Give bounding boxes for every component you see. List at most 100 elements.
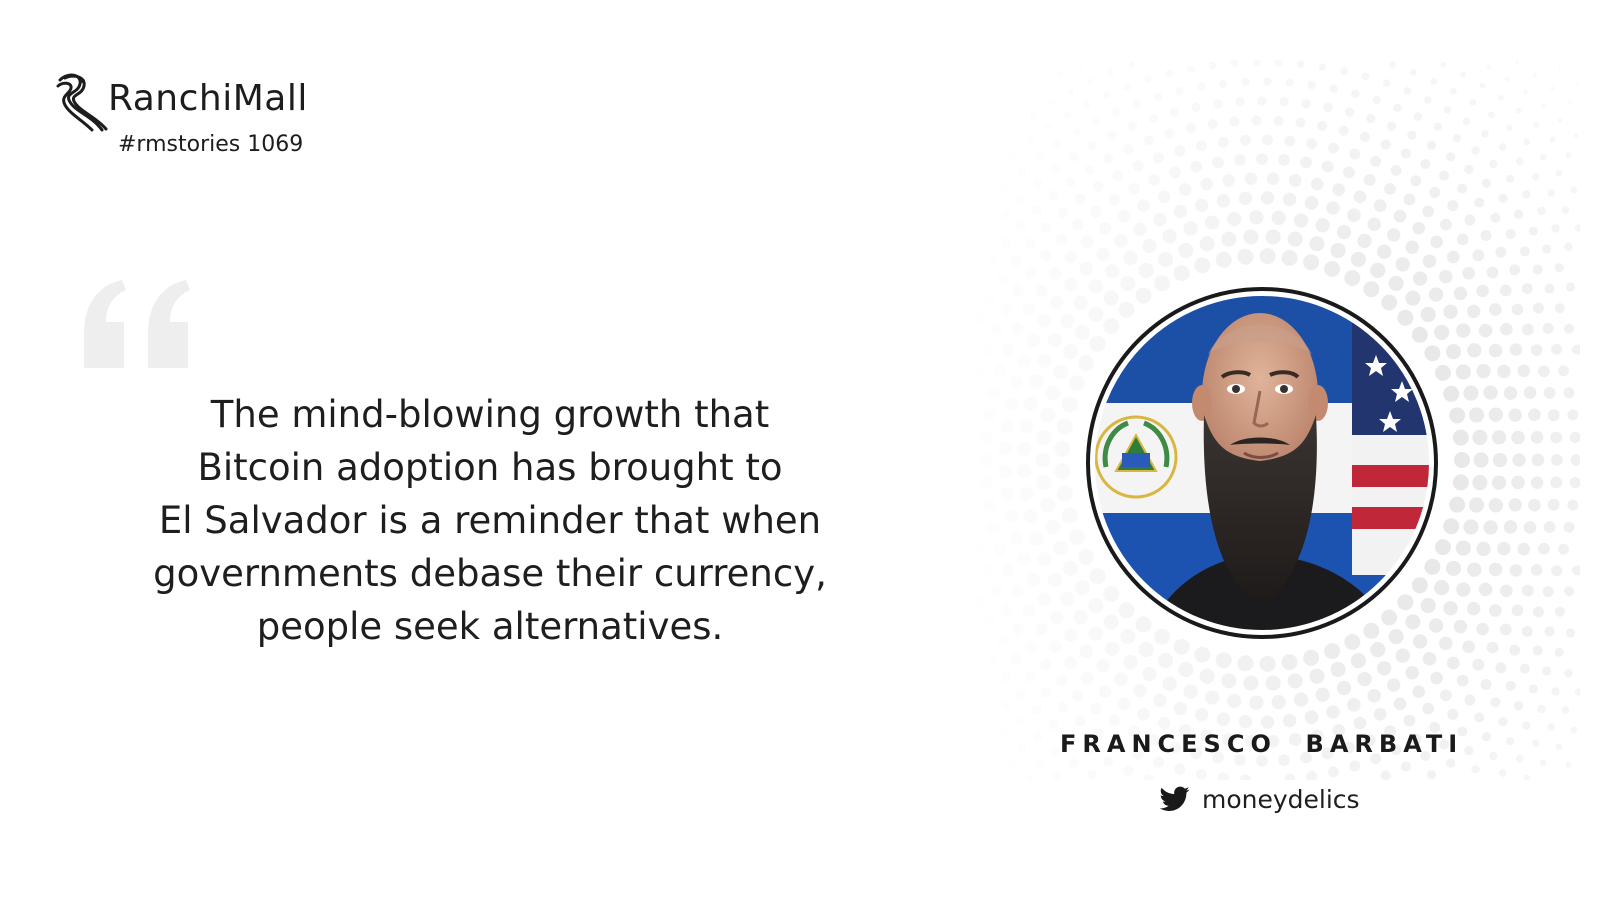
halo-dot xyxy=(1001,237,1012,248)
halo-dot xyxy=(1288,733,1302,746)
halo-dot xyxy=(1282,713,1297,728)
halo-dot xyxy=(1065,733,1076,744)
halo-dot xyxy=(1111,107,1121,117)
halo-dot xyxy=(1462,266,1475,280)
halo-dot xyxy=(1194,646,1211,663)
halo-dot xyxy=(1422,254,1437,268)
halo-dot xyxy=(1554,647,1564,658)
halo-dot xyxy=(1422,205,1435,218)
halo-dot xyxy=(1017,464,1032,479)
halo-dot xyxy=(1505,229,1516,240)
halo-dot xyxy=(1012,284,1025,297)
halo-dot xyxy=(1118,602,1135,619)
halo-dot xyxy=(1045,385,1061,401)
halo-dot xyxy=(1471,765,1480,774)
halo-dot xyxy=(1032,178,1043,189)
halo-dot xyxy=(1278,154,1290,166)
halo-dot xyxy=(1108,193,1121,206)
halo-dot xyxy=(1563,387,1575,399)
halo-dot xyxy=(1199,668,1215,684)
halo-dot xyxy=(1476,622,1489,636)
halo-dot xyxy=(1452,133,1462,143)
halo-dot xyxy=(1370,156,1382,167)
halo-dot xyxy=(1200,729,1214,743)
halo-dot xyxy=(1026,776,1034,780)
halo-dot xyxy=(1024,238,1036,250)
halo-dot xyxy=(1570,454,1580,466)
halo-dot xyxy=(1039,658,1052,671)
halo-dot xyxy=(1488,604,1502,617)
halo-dot xyxy=(1380,139,1391,150)
halo-dot xyxy=(1215,251,1232,268)
halo-dot xyxy=(1460,71,1467,78)
halo-dot xyxy=(1412,271,1428,286)
halo-dot xyxy=(1217,136,1229,148)
halo-dot xyxy=(1569,431,1580,443)
halo-dot xyxy=(1509,644,1521,656)
halo-dot xyxy=(1123,250,1138,265)
halo-dot xyxy=(1412,685,1426,699)
halo-dot xyxy=(1012,623,1025,636)
halo-dot xyxy=(1024,670,1036,682)
halo-dot xyxy=(1517,542,1531,556)
halo-dot xyxy=(1476,541,1491,557)
halo-dot xyxy=(1403,193,1416,206)
halo-dot xyxy=(1017,441,1032,456)
halo-dot xyxy=(1112,169,1124,181)
halo-dot xyxy=(1539,759,1547,767)
halo-dot xyxy=(1048,190,1059,201)
halo-dot xyxy=(1480,230,1492,241)
halo-dot xyxy=(1221,231,1237,247)
halo-dot xyxy=(1547,498,1560,511)
halo-dot xyxy=(1522,721,1531,730)
halo-dot xyxy=(975,596,986,608)
halo-dot xyxy=(1315,687,1330,702)
halo-dot xyxy=(1515,754,1524,763)
halo-dot xyxy=(1055,674,1068,687)
halo-dot xyxy=(1497,364,1511,379)
halo-dot xyxy=(1234,754,1246,766)
halo-dot xyxy=(1353,716,1367,730)
halo-dot xyxy=(1088,279,1103,294)
halo-dot xyxy=(1191,102,1201,112)
halo-dot xyxy=(1271,695,1286,710)
halo-dot xyxy=(1323,102,1333,112)
halo-dot xyxy=(1410,69,1417,76)
halo-dot xyxy=(1508,408,1522,422)
halo-dot xyxy=(1062,560,1079,576)
halo-dot xyxy=(1074,193,1086,205)
halo-dot xyxy=(1001,182,1010,191)
halo-dot xyxy=(1478,582,1493,597)
halo-dot xyxy=(1036,475,1052,491)
halo-dot xyxy=(1045,519,1061,535)
halo-dot xyxy=(1464,214,1476,226)
halo-dot xyxy=(1281,654,1298,671)
halo-dot xyxy=(1367,217,1381,231)
halo-dot xyxy=(1260,191,1275,205)
speaker-handle[interactable]: moneydelics xyxy=(1160,782,1360,816)
halo-dot xyxy=(1153,693,1167,708)
halo-dot xyxy=(1463,519,1479,535)
halo-dot xyxy=(1103,756,1114,767)
halo-dot xyxy=(1035,452,1051,468)
halo-dot xyxy=(1143,135,1154,146)
halo-dot xyxy=(1239,774,1251,780)
halo-dot xyxy=(1551,224,1560,233)
halo-dot xyxy=(1072,689,1084,702)
halo-dot xyxy=(1287,231,1303,247)
halo-dot xyxy=(1381,294,1398,311)
halo-dot xyxy=(1565,152,1572,159)
halo-dot xyxy=(1061,396,1078,413)
halo-dot xyxy=(1273,115,1284,126)
halo-dot xyxy=(1215,652,1232,669)
halo-dot xyxy=(1068,152,1079,162)
halo-dot xyxy=(1498,717,1508,727)
halo-dot xyxy=(1390,744,1402,756)
halo-dot xyxy=(1499,623,1512,636)
halo-dot xyxy=(1439,739,1450,750)
halo-dot xyxy=(1363,734,1376,746)
halo-dot xyxy=(1221,673,1237,689)
halo-dot xyxy=(1372,95,1381,105)
halo-dot xyxy=(1162,676,1177,691)
halo-dot xyxy=(1544,626,1555,637)
